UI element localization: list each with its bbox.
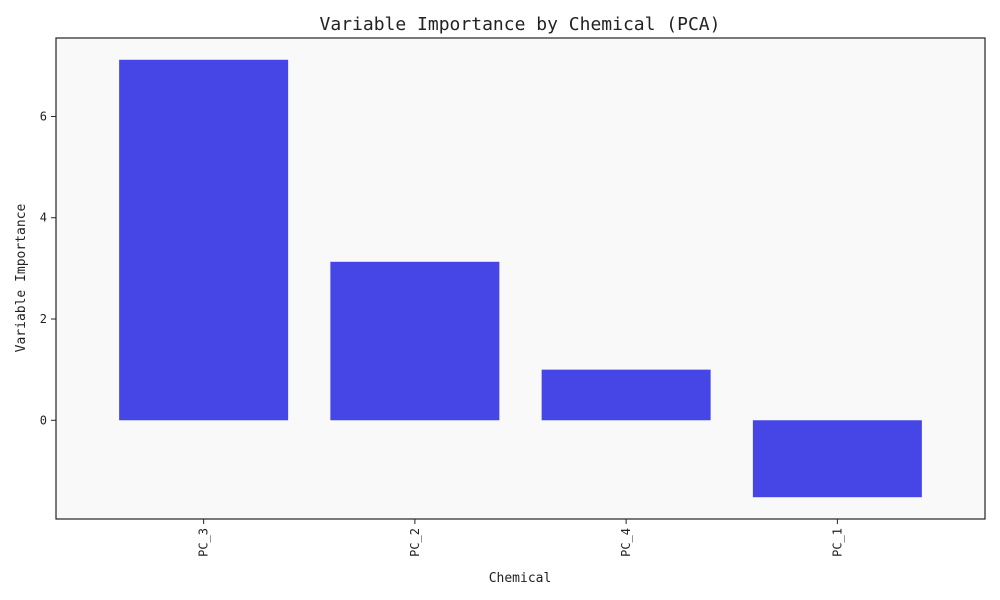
x-tick-label: PC_1 — [830, 528, 844, 557]
bar-pc-4 — [541, 369, 711, 421]
bar-pc-1 — [752, 420, 922, 498]
y-tick-label: 0 — [40, 413, 47, 427]
plot-frame — [55, 37, 986, 520]
x-tick-label: PC_4 — [619, 528, 633, 557]
bar-pc-3 — [119, 59, 289, 421]
y-tick-label: 4 — [40, 211, 47, 225]
y-axis: 0 2 4 6 — [40, 109, 56, 427]
y-tick-label: 2 — [40, 312, 47, 326]
x-tick-label: PC_2 — [408, 528, 422, 557]
y-axis-label: Variable Importance — [14, 203, 29, 352]
x-axis: PC_3 PC_2 PC_4 PC_1 — [197, 519, 844, 557]
x-tick-label: PC_3 — [197, 528, 211, 557]
x-axis-label: Chemical — [489, 571, 552, 586]
y-tick-label: 6 — [40, 109, 47, 123]
chart-title: Variable Importance by Chemical (PCA) — [320, 14, 721, 35]
bar-pc-2 — [330, 261, 500, 421]
bars-layer — [119, 59, 922, 498]
